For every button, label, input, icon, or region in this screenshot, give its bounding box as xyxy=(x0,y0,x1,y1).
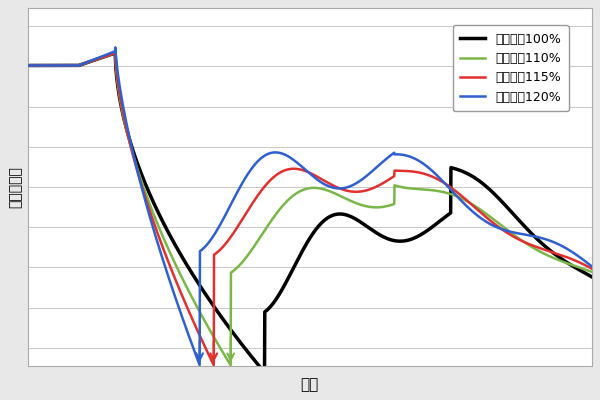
バネ定数110% xyxy=(572,264,580,269)
バネ定数120% xyxy=(284,154,291,158)
バネ定数115% xyxy=(53,63,60,68)
Y-axis label: コイル電流: コイル電流 xyxy=(8,166,22,208)
バネ定数115% xyxy=(469,203,476,208)
バネ定数100% xyxy=(112,51,119,56)
バネ定数120% xyxy=(24,63,31,68)
Line: バネ定数120%: バネ定数120% xyxy=(28,48,592,365)
バネ定数115% xyxy=(210,363,217,368)
Line: バネ定数110%: バネ定数110% xyxy=(28,53,592,365)
Legend: バネ定数100%, バネ定数110%, バネ定数115%, バネ定数120%: バネ定数100%, バネ定数110%, バネ定数115%, バネ定数120% xyxy=(452,25,569,111)
バネ定数115% xyxy=(572,258,579,263)
バネ定数115% xyxy=(24,63,31,68)
バネ定数100% xyxy=(284,277,291,282)
バネ定数115% xyxy=(299,168,306,172)
バネ定数120% xyxy=(196,363,203,368)
バネ定数110% xyxy=(469,202,476,207)
バネ定数110% xyxy=(227,363,234,368)
バネ定数110% xyxy=(53,63,60,68)
バネ定数100% xyxy=(469,174,476,179)
Line: バネ定数100%: バネ定数100% xyxy=(28,53,592,372)
Line: バネ定数115%: バネ定数115% xyxy=(28,53,592,365)
バネ定数110% xyxy=(299,188,306,192)
バネ定数100% xyxy=(24,63,31,68)
バネ定数110% xyxy=(572,264,579,269)
バネ定数110% xyxy=(588,270,595,274)
X-axis label: 時間: 時間 xyxy=(301,377,319,392)
バネ定数120% xyxy=(572,252,579,257)
バネ定数115% xyxy=(112,51,119,56)
バネ定数110% xyxy=(24,63,31,68)
バネ定数115% xyxy=(572,258,580,263)
バネ定数110% xyxy=(112,51,119,56)
バネ定数115% xyxy=(284,167,291,172)
バネ定数120% xyxy=(299,165,306,170)
バネ定数115% xyxy=(588,266,595,271)
バネ定数100% xyxy=(299,248,306,253)
バネ定数110% xyxy=(284,198,291,203)
バネ定数120% xyxy=(469,209,476,214)
バネ定数100% xyxy=(53,63,60,68)
バネ定数120% xyxy=(112,45,119,50)
バネ定数120% xyxy=(53,63,60,68)
バネ定数100% xyxy=(588,274,595,279)
バネ定数120% xyxy=(572,252,580,257)
バネ定数120% xyxy=(588,264,595,269)
バネ定数100% xyxy=(572,266,580,270)
バネ定数100% xyxy=(572,265,579,270)
バネ定数100% xyxy=(261,370,268,375)
